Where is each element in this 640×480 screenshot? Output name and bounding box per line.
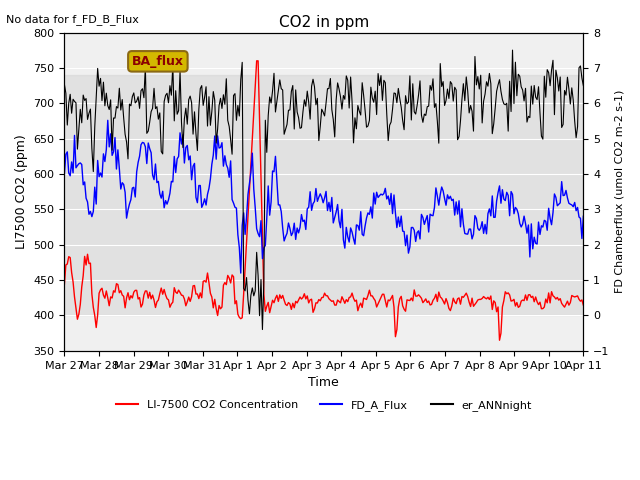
Text: BA_flux: BA_flux	[132, 55, 184, 68]
X-axis label: Time: Time	[308, 376, 339, 389]
Y-axis label: LI7500 CO2 (ppm): LI7500 CO2 (ppm)	[15, 134, 28, 249]
Bar	[65, 75, 583, 315]
Y-axis label: FD Chamberflux (umol CO2 m-2 s-1): FD Chamberflux (umol CO2 m-2 s-1)	[615, 90, 625, 293]
Legend: LI-7500 CO2 Concentration, FD_A_Flux, er_ANNnight: LI-7500 CO2 Concentration, FD_A_Flux, er…	[111, 396, 536, 415]
Title: CO2 in ppm: CO2 in ppm	[279, 15, 369, 30]
Text: No data for f_FD_B_Flux: No data for f_FD_B_Flux	[6, 14, 140, 25]
